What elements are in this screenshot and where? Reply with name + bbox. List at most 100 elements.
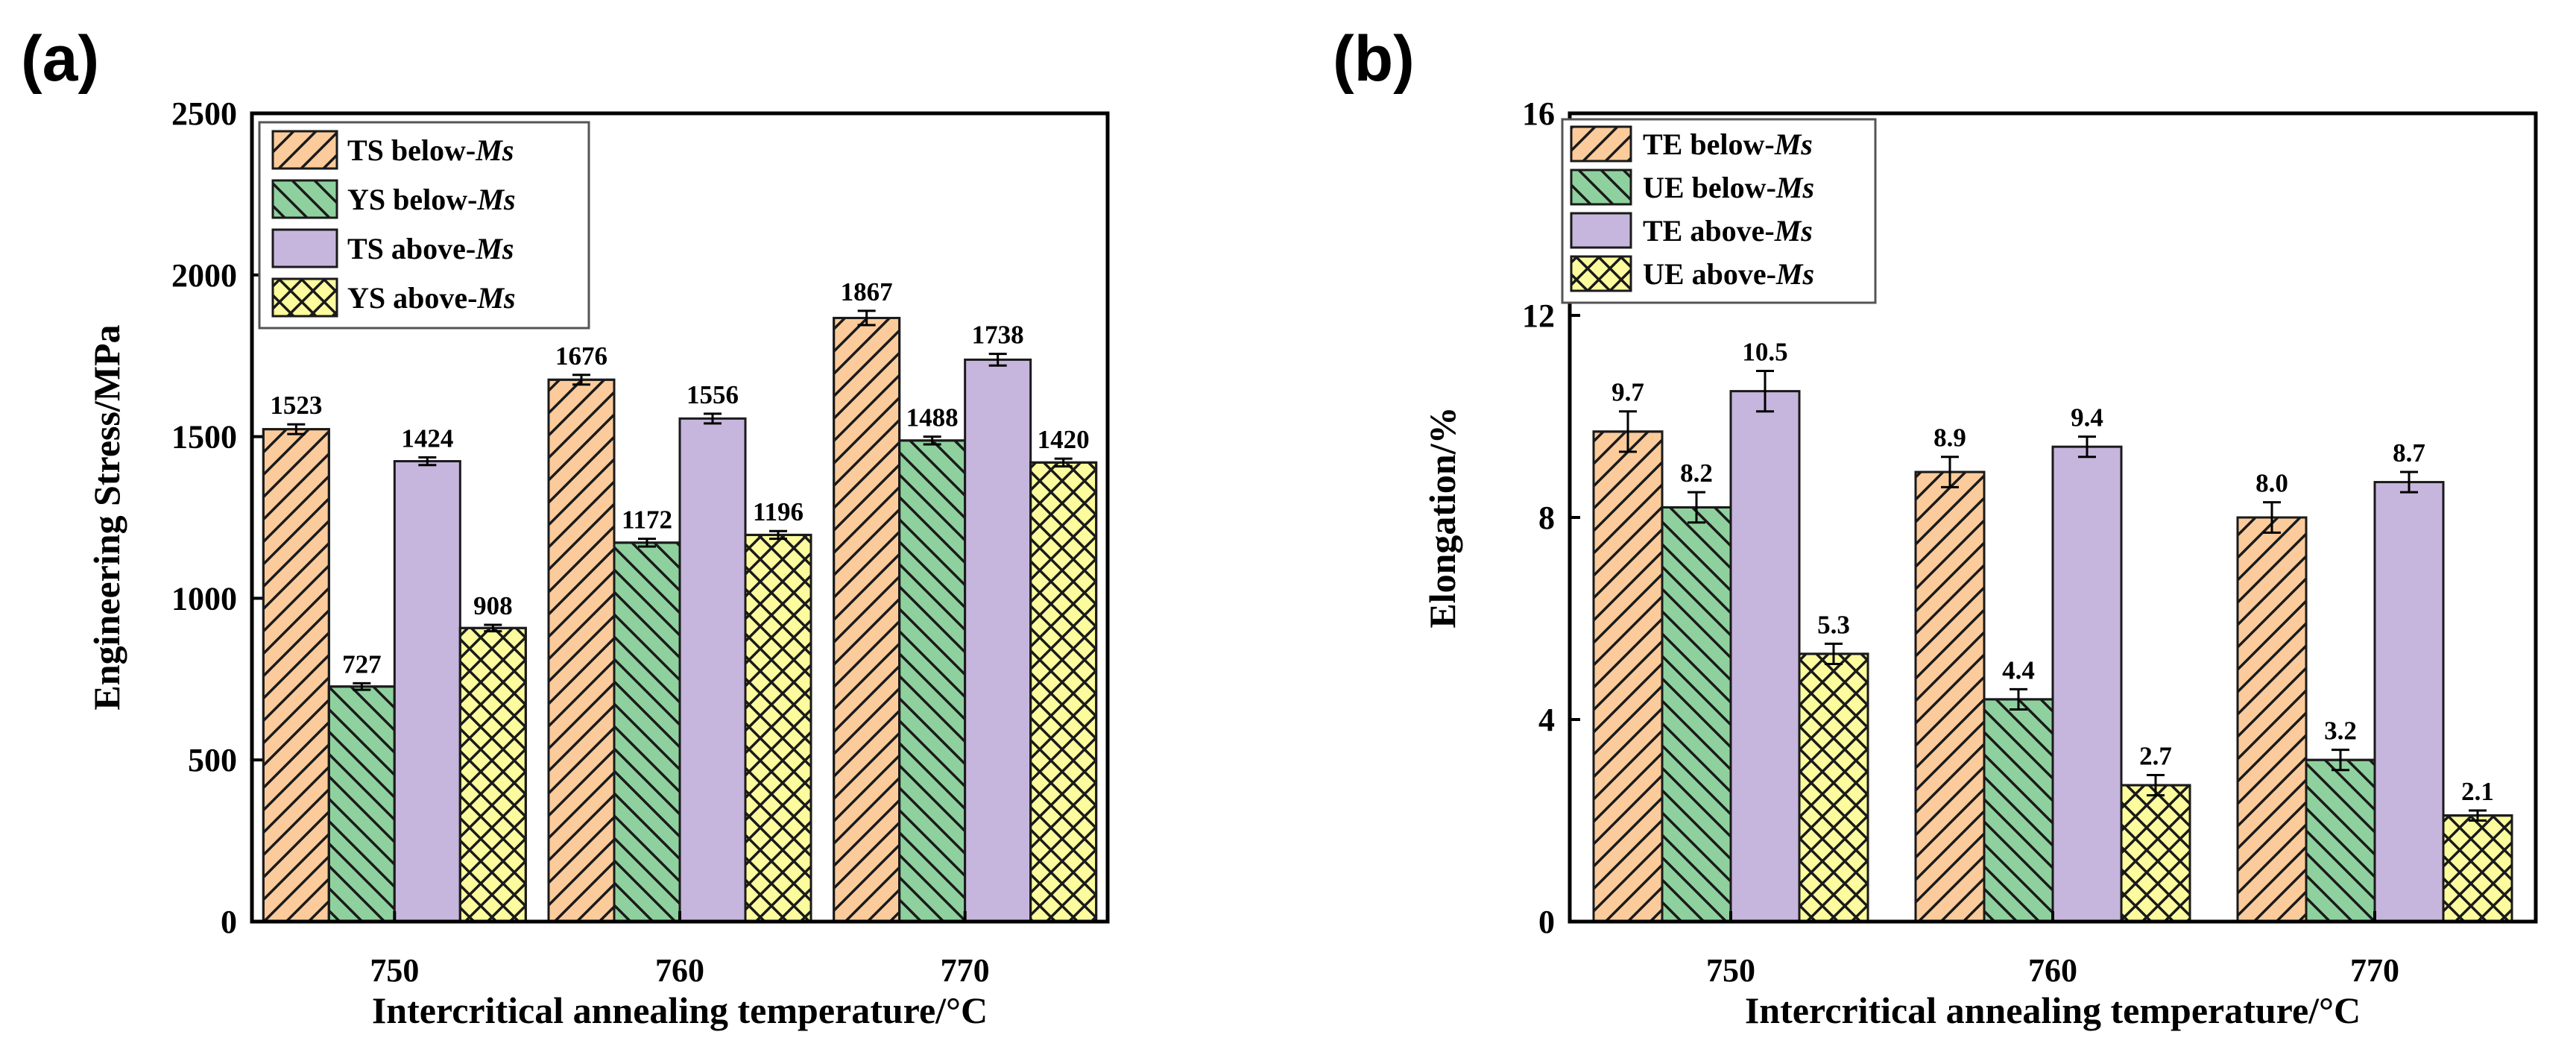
legend-item-ue-below-ms: UE below-Ms xyxy=(1570,169,1814,206)
panel-b-data-labels: 9.7 8.2 10.5 5.3 8.9 4.4 9.4 2.7 8.0 3.2 8.7 2.1 xyxy=(1611,338,2494,806)
legend-prefix: TS below- xyxy=(347,133,476,167)
bar-ts-above-ms-760 xyxy=(678,417,747,923)
legend-swatch-ue-above-ms-hatch xyxy=(1570,255,1632,292)
bar-ys-above-ms-750-hatch xyxy=(458,626,527,923)
x-tick-label-760: 760 xyxy=(2028,952,2077,989)
data-label-ys-above-ms-770: 1420 xyxy=(1038,425,1090,454)
panel-b-bars xyxy=(1592,390,2513,923)
data-label-te-below-ms-750: 9.7 xyxy=(1611,378,1644,407)
legend-swatch-te-below-ms-hatch xyxy=(1570,125,1632,163)
error-bar-ts-above-ms-760 xyxy=(704,412,722,425)
bar-ue-above-ms-750-hatch xyxy=(1798,652,1869,923)
legend-ms-symbol: Ms xyxy=(1774,214,1813,248)
panel-a-y-axis-label: Engineering Stress/MPa xyxy=(86,324,127,710)
legend-label-te-below-ms: TE below-Ms xyxy=(1643,128,1813,161)
error-bar-ys-below-ms-760 xyxy=(638,538,656,548)
x-tick-label-750: 750 xyxy=(370,952,419,989)
legend-prefix: TE below- xyxy=(1643,128,1775,161)
error-bar-ys-above-ms-770 xyxy=(1054,457,1073,468)
data-label-ys-below-ms-760: 1172 xyxy=(622,506,672,535)
bar-ue-below-ms-760-hatch xyxy=(1983,698,2054,923)
panel-a-x-ticks: 750 760 770 xyxy=(370,911,990,989)
legend-ms-symbol: Ms xyxy=(475,133,514,167)
y-tick-label-2500: 2500 xyxy=(171,95,237,132)
bar-ts-below-ms-770-hatch xyxy=(833,316,901,923)
legend-swatch-ts-above-ms xyxy=(271,228,338,268)
legend-swatch-ts-below-ms-hatch xyxy=(271,130,338,170)
data-label-ue-below-ms-760: 4.4 xyxy=(2002,655,2035,684)
data-label-te-above-ms-750: 10.5 xyxy=(1742,338,1787,367)
error-bar-te-below-ms-760 xyxy=(1941,456,1959,488)
panel-a-y-ticks: 0 500 1000 1500 2000 2500 xyxy=(171,95,262,940)
error-bar-ys-below-ms-770 xyxy=(923,435,941,446)
legend-item-te-below-ms: TE below-Ms xyxy=(1570,125,1813,163)
panel-b-plot-frame xyxy=(1568,111,2538,924)
error-bar-ts-below-ms-760 xyxy=(572,374,590,386)
legend-label-ts-above-ms: TS above-Ms xyxy=(347,232,514,265)
legend-item-ue-above-ms: UE above-Ms xyxy=(1570,255,1814,292)
data-label-ts-above-ms-760: 1556 xyxy=(686,380,739,409)
error-bar-ts-above-ms-770 xyxy=(988,353,1007,367)
error-bar-ts-above-ms-750 xyxy=(418,456,437,467)
legend-ms-symbol: Ms xyxy=(1774,128,1813,161)
bar-te-above-ms-770 xyxy=(2373,481,2445,923)
y-tick-label-0: 0 xyxy=(221,904,237,940)
x-tick-label-760: 760 xyxy=(655,952,704,989)
legend-item-ts-above-ms: TS above-Ms xyxy=(271,228,514,268)
data-label-ts-above-ms-770: 1738 xyxy=(972,321,1024,350)
y-tick-label-0: 0 xyxy=(1538,904,1555,940)
panel-b-y-axis-label: Elongation/% xyxy=(1421,406,1463,628)
bar-ue-below-ms-750-hatch xyxy=(1661,506,1732,923)
error-bar-ys-above-ms-760 xyxy=(769,529,787,541)
bar-ue-above-ms-770-hatch xyxy=(2442,814,2513,923)
data-label-te-above-ms-760: 9.4 xyxy=(2071,403,2103,432)
legend-ms-symbol: Ms xyxy=(1775,257,1814,291)
legend-item-te-above-ms: TE above-Ms xyxy=(1570,212,1813,249)
data-label-ue-below-ms-770: 3.2 xyxy=(2324,717,2357,746)
bar-ys-below-ms-750-hatch xyxy=(327,685,396,923)
error-bar-ue-above-ms-760 xyxy=(2147,774,2165,797)
panel-b-x-axis-label: Intercritical annealing temperature/°C xyxy=(1745,989,2361,1031)
legend-swatch-ys-above-ms-hatch xyxy=(271,277,338,318)
legend-label-ts-below-ms: TS below-Ms xyxy=(347,133,514,167)
bar-ts-above-ms-770 xyxy=(964,358,1032,923)
panel-b-label: (b) xyxy=(1333,23,1415,95)
y-tick-label-12: 12 xyxy=(1522,298,1555,334)
panel-b-legend: TE below-Ms UE below-Ms TE above-Ms UE a… xyxy=(1561,118,1877,304)
bar-te-below-ms-750-hatch xyxy=(1592,430,1664,923)
data-label-te-below-ms-760: 8.9 xyxy=(1933,424,1966,453)
legend-prefix: UE above- xyxy=(1643,257,1776,291)
data-label-ys-above-ms-760: 1196 xyxy=(753,497,804,526)
error-bar-ts-below-ms-750 xyxy=(287,423,306,435)
data-label-ys-below-ms-750: 727 xyxy=(342,649,382,679)
x-tick-label-770: 770 xyxy=(941,952,990,989)
error-bar-te-below-ms-770 xyxy=(2263,501,2281,534)
legend-ms-symbol: Ms xyxy=(1775,171,1814,204)
data-label-ue-above-ms-770: 2.1 xyxy=(2461,777,2494,806)
error-bar-te-below-ms-750 xyxy=(1619,410,1637,453)
bar-ys-below-ms-770-hatch xyxy=(898,439,967,923)
data-label-ue-below-ms-750: 8.2 xyxy=(1680,459,1713,488)
legend-item-ts-below-ms: TS below-Ms xyxy=(271,130,514,170)
bar-te-above-ms-750 xyxy=(1729,390,1801,923)
error-bar-ue-above-ms-750 xyxy=(1825,642,1843,665)
bar-te-below-ms-760-hatch xyxy=(1914,470,1986,923)
y-tick-label-8: 8 xyxy=(1538,500,1555,536)
error-bar-ts-below-ms-770 xyxy=(857,309,876,327)
legend-ms-symbol: Ms xyxy=(476,281,515,315)
legend-prefix: TS above- xyxy=(347,232,476,265)
bar-ts-below-ms-760-hatch xyxy=(547,378,616,923)
data-label-ts-below-ms-750: 1523 xyxy=(270,391,322,420)
y-tick-label-16: 16 xyxy=(1522,95,1555,132)
y-tick-label-1500: 1500 xyxy=(171,419,237,456)
error-bar-te-above-ms-770 xyxy=(2400,470,2418,494)
panel-a-data-labels: 1523 727 1424 908 1676 1172 1556 1196 1867 1488 17… xyxy=(270,277,1089,679)
legend-prefix: YS below- xyxy=(347,183,477,216)
y-tick-label-4: 4 xyxy=(1538,702,1555,738)
panel-a-legend: TS below-Ms YS below-Ms TS above-Ms YS a… xyxy=(258,121,590,330)
legend-label-ue-below-ms: UE below-Ms xyxy=(1643,171,1814,204)
bar-ue-below-ms-770-hatch xyxy=(2305,758,2376,923)
error-bar-te-above-ms-760 xyxy=(2078,435,2096,459)
panel-a-error-bars xyxy=(287,309,1073,691)
